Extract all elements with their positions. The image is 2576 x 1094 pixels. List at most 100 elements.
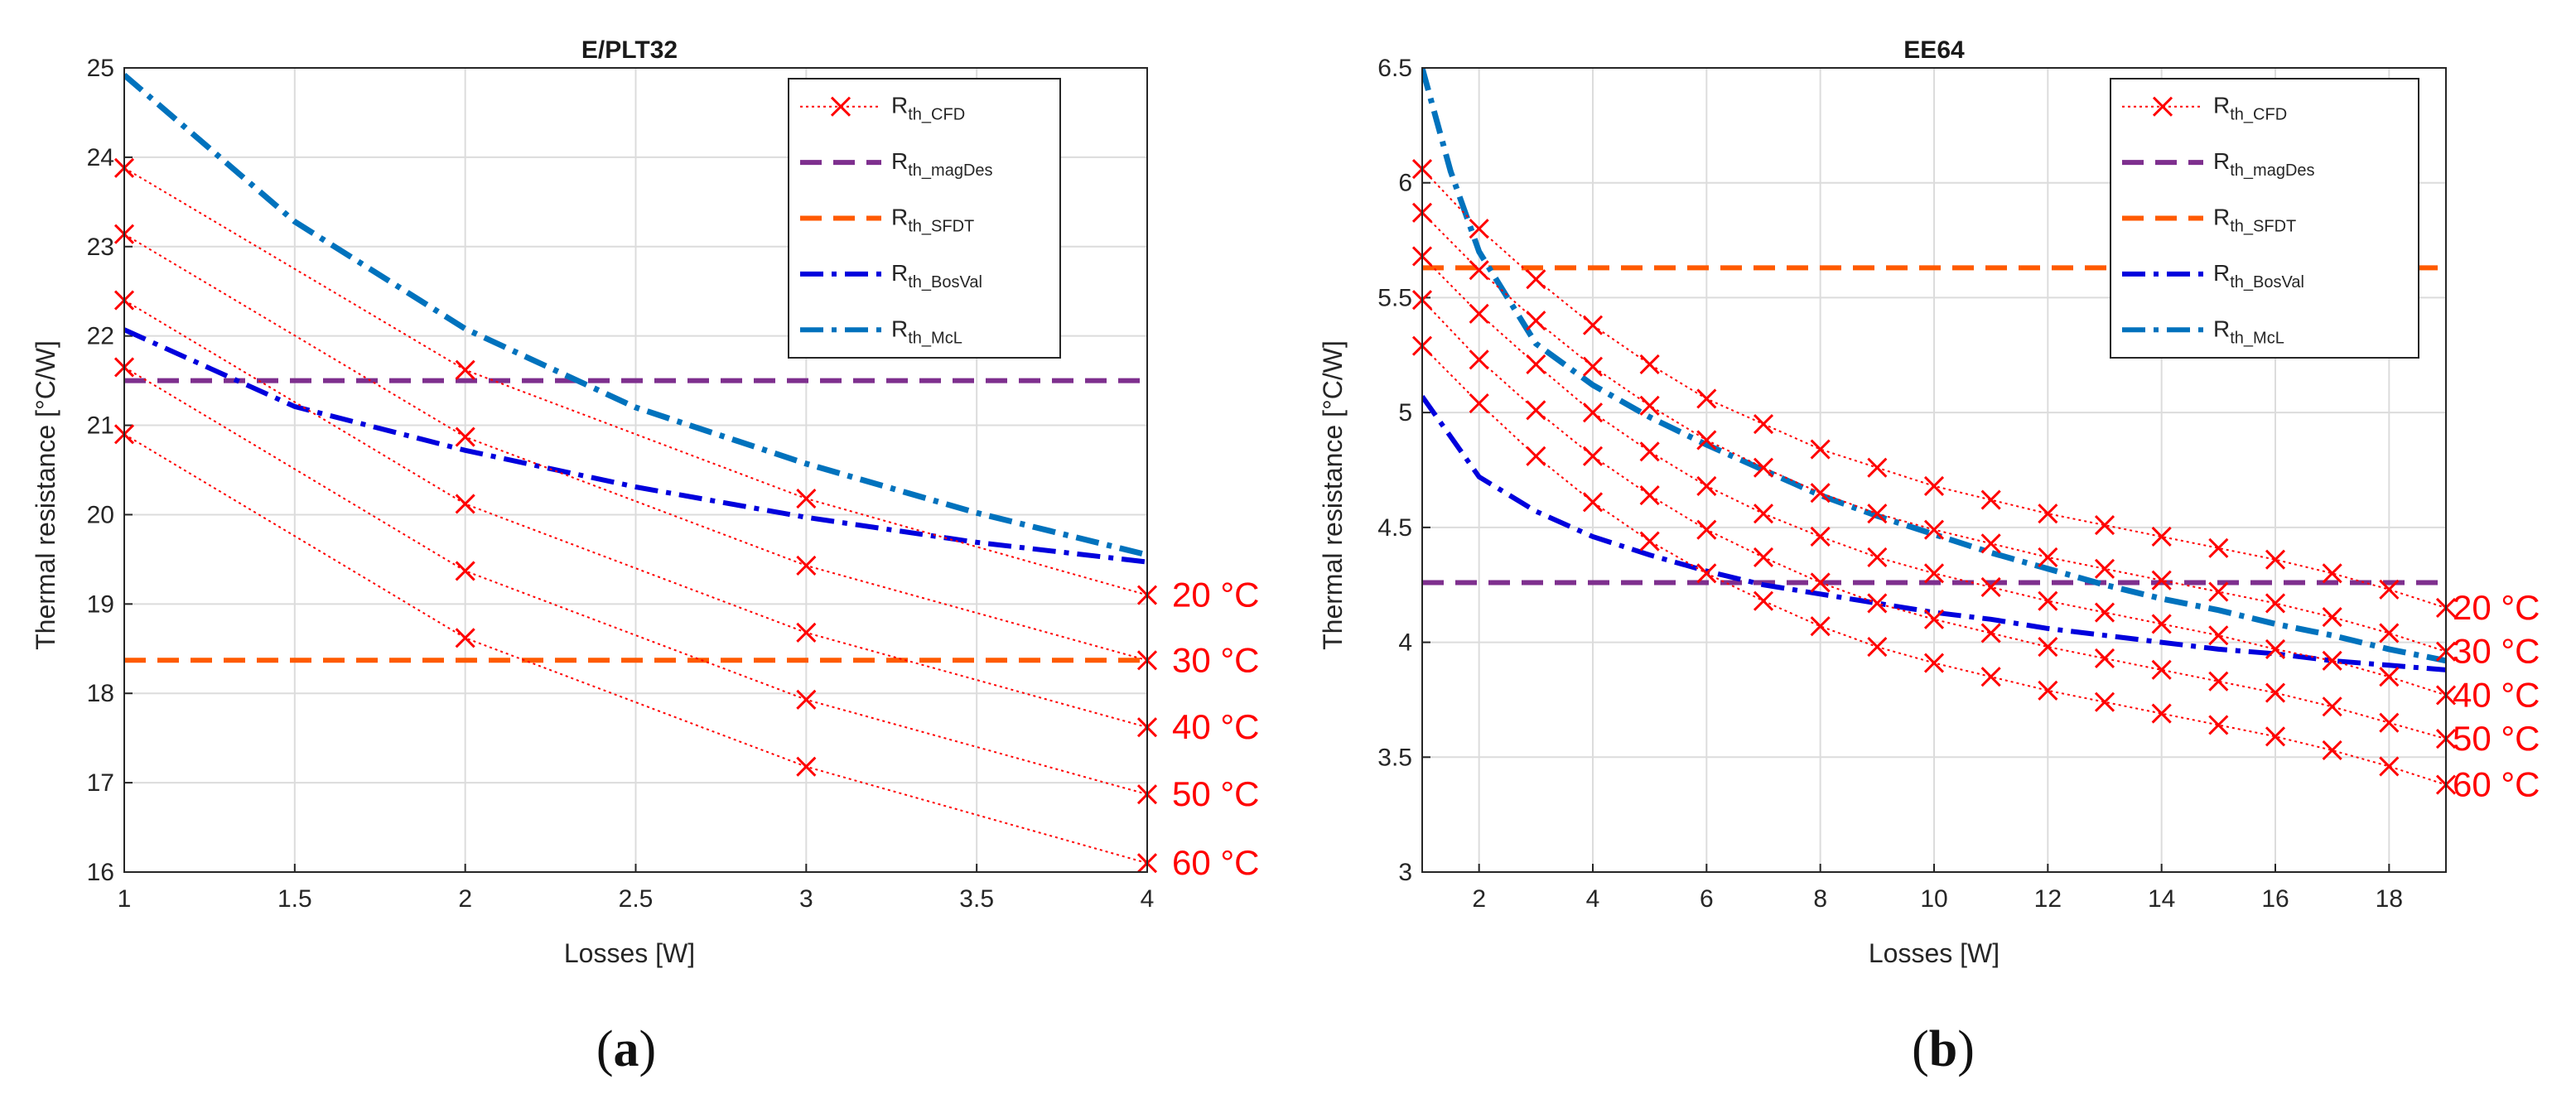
cfd-point-marker (1582, 402, 1604, 423)
legend-label: Rth_magDes (2213, 148, 2315, 180)
legend-label-sub: th_SFDT (2230, 218, 2296, 236)
cfd-series: 60 °C (1411, 335, 2540, 804)
cfd-point-marker (1696, 388, 1717, 409)
cfd-point-marker (2151, 570, 2172, 590)
cfd-point-marker (1582, 356, 1604, 377)
legend-label-sub: th_McL (2230, 329, 2284, 347)
x-tick-label: 10 (1920, 885, 1947, 913)
cfd-point-marker (2151, 659, 2172, 680)
y-tick-label: 21 (87, 412, 114, 440)
legend-label: Rth_magDes (891, 148, 993, 180)
cfd-point-marker (2094, 602, 2115, 623)
cfd-point-marker (2379, 667, 2400, 687)
plot-area: 2 4 6 8 10 12 14 16 18 3 3.5 4 4.5 5 5.5 6 6.5 20 °C 30 °C… (1377, 55, 2540, 913)
cfd-point-marker (1753, 547, 1774, 567)
caption: (a) (596, 1021, 656, 1077)
cfd-point-marker (455, 494, 475, 514)
caption-letter: b (1929, 1021, 1957, 1077)
legend-label: Rth_SFDT (2213, 205, 2296, 236)
x-tick-label: 3.5 (959, 885, 994, 913)
y-tick-label: 3 (1398, 859, 1412, 886)
legend-label: Rth_BosVal (2213, 260, 2304, 292)
temperature-label: 50 °C (1172, 774, 1260, 813)
cfd-point-marker (1582, 492, 1604, 513)
bosval-curve (124, 327, 1147, 565)
y-tick-label: 23 (87, 234, 114, 261)
cfd-series-line (123, 299, 1148, 729)
cfd-point-marker (2038, 637, 2058, 658)
cfd-point-marker (796, 689, 817, 710)
legend-label-main: R (891, 148, 908, 174)
temperature-label: 30 °C (2453, 632, 2540, 671)
cfd-point-marker (2265, 593, 2286, 614)
chart-title: EE64 (1903, 36, 1965, 64)
legend-label: Rth_CFD (891, 93, 965, 124)
x-axis-label: Losses [W] (1869, 938, 2000, 968)
temperature-label: 40 °C (2453, 675, 2540, 714)
cfd-point-marker (2322, 650, 2342, 671)
cfd-point-marker (2265, 682, 2286, 703)
cfd-point-marker (1469, 219, 1489, 239)
y-tick-label: 4 (1398, 629, 1412, 657)
cfd-point-marker (1526, 354, 1546, 374)
plot-frame (1421, 67, 2447, 873)
cfd-point-marker (1696, 519, 1717, 540)
legend-label-main: R (891, 316, 908, 341)
x-tick-label: 14 (2148, 885, 2175, 913)
cfd-series: 20 °C (1411, 159, 2540, 627)
legend-label-sub: th_CFD (908, 106, 965, 124)
cfd-point-marker (2265, 639, 2286, 659)
cfd-point-marker (796, 756, 817, 777)
cfd-point-marker (1639, 395, 1660, 416)
legend-item: Rth_CFD (2122, 93, 2287, 124)
cfd-point-marker (455, 561, 475, 581)
cfd-point-marker (1980, 667, 2001, 687)
cfd-point-marker (2094, 648, 2115, 669)
cfd-point-marker (2208, 537, 2229, 558)
legend-item: Rth_McL (2122, 316, 2284, 347)
legend-marker (830, 96, 851, 117)
cfd-point-marker (1526, 446, 1546, 466)
cfd-point-marker (1867, 637, 1888, 658)
legend-label: Rth_McL (2213, 316, 2284, 347)
cfd-point-marker (2379, 623, 2400, 643)
cfd-point-marker (1696, 563, 1717, 584)
legend-label-sub: th_magDes (2230, 161, 2314, 180)
cfd-point-marker (2322, 563, 2342, 584)
cfd-point-marker (1810, 439, 1831, 460)
cfd-point-marker (1867, 547, 1888, 567)
y-tick-label: 5.5 (1377, 284, 1412, 311)
legend-label-sub: th_SFDT (908, 218, 974, 236)
cfd-point-marker (2094, 515, 2115, 536)
caption-letter: a (614, 1021, 639, 1077)
cfd-point-marker (2265, 549, 2286, 570)
cfd-point-marker (2094, 558, 2115, 579)
legend-label-main: R (2213, 205, 2230, 230)
cfd-point-marker (1810, 572, 1831, 593)
cfd-point-marker (2322, 740, 2342, 761)
y-tick-label: 20 (87, 501, 114, 528)
y-tick-label: 6.5 (1377, 55, 1412, 82)
x-tick-label: 1 (118, 885, 132, 913)
cfd-series: 50 °C (1411, 290, 2540, 758)
cfd-point-marker (1582, 315, 1604, 335)
legend-label-sub: th_BosVal (908, 273, 982, 292)
cfd-point-marker (1980, 576, 2001, 598)
y-axis-label: Thermal resistance [°C/W] (31, 340, 60, 650)
cfd-point-marker (1696, 475, 1717, 496)
temperature-label: 60 °C (1172, 843, 1260, 882)
cfd-point-marker (1526, 400, 1546, 421)
cfd-series-line (123, 433, 1148, 865)
legend-label: Rth_CFD (2213, 93, 2287, 124)
x-tick-label: 4 (1141, 885, 1155, 913)
cfd-point-marker (1469, 393, 1489, 414)
cfd-series: 60 °C (113, 424, 1260, 882)
cfd-point-marker (1923, 653, 1945, 673)
cfd-point-marker (796, 622, 817, 643)
x-tick-label: 6 (1700, 885, 1714, 913)
cfd-point-marker (1469, 260, 1489, 281)
mcl-curve (1422, 68, 2446, 664)
legend-label: Rth_SFDT (891, 205, 974, 236)
x-tick-label: 16 (2261, 885, 2289, 913)
